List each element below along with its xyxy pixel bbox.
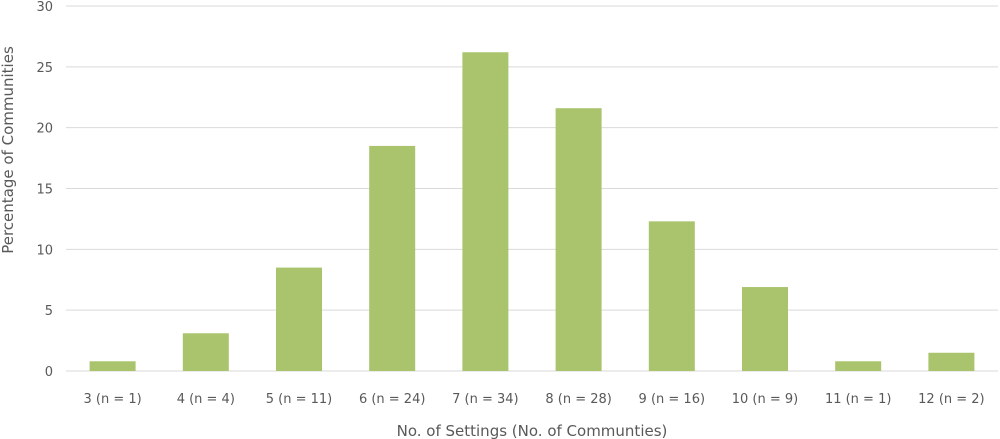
bars xyxy=(89,52,975,371)
x-tick-label: 3 (n = 1) xyxy=(83,392,141,407)
x-tick-label: 11 (n = 1) xyxy=(825,392,892,407)
x-tick-label: 10 (n = 9) xyxy=(732,392,799,407)
bar xyxy=(369,145,416,371)
y-tick-label: 5 xyxy=(45,304,53,319)
bar xyxy=(555,108,602,371)
x-tick-label: 9 (n = 16) xyxy=(639,392,706,407)
y-tick-label: 25 xyxy=(36,61,53,76)
x-axis-ticks: 3 (n = 1) 4 (n = 4) 5 (n = 11) 6 (n = 24) 7 … xyxy=(83,392,984,407)
y-tick-label: 10 xyxy=(36,243,53,258)
bar xyxy=(928,352,975,371)
bar xyxy=(742,287,788,371)
y-tick-label: 15 xyxy=(36,183,53,198)
x-tick-label: 5 (n = 11) xyxy=(266,392,333,407)
bar xyxy=(276,267,322,371)
bar xyxy=(89,361,136,371)
y-tick-label: 20 xyxy=(36,122,53,137)
x-tick-label: 4 (n = 4) xyxy=(177,392,235,407)
x-axis-title: No. of Settings (No. of Communties) xyxy=(397,422,668,439)
bar xyxy=(182,333,229,371)
y-axis-ticks: 0 5 10 15 20 25 30 xyxy=(36,0,53,380)
x-tick-label: 6 (n = 24) xyxy=(359,392,426,407)
y-axis-title: Percentage of Communities xyxy=(0,46,17,254)
bar xyxy=(462,52,509,371)
y-tick-label: 30 xyxy=(36,0,53,15)
x-tick-label: 8 (n = 28) xyxy=(545,392,612,407)
gridlines xyxy=(66,5,998,372)
x-tick-label: 12 (n = 2) xyxy=(918,392,985,407)
y-tick-label: 0 xyxy=(45,365,53,380)
bar xyxy=(648,221,695,371)
bar xyxy=(835,361,882,371)
x-tick-label: 7 (n = 34) xyxy=(452,392,519,407)
